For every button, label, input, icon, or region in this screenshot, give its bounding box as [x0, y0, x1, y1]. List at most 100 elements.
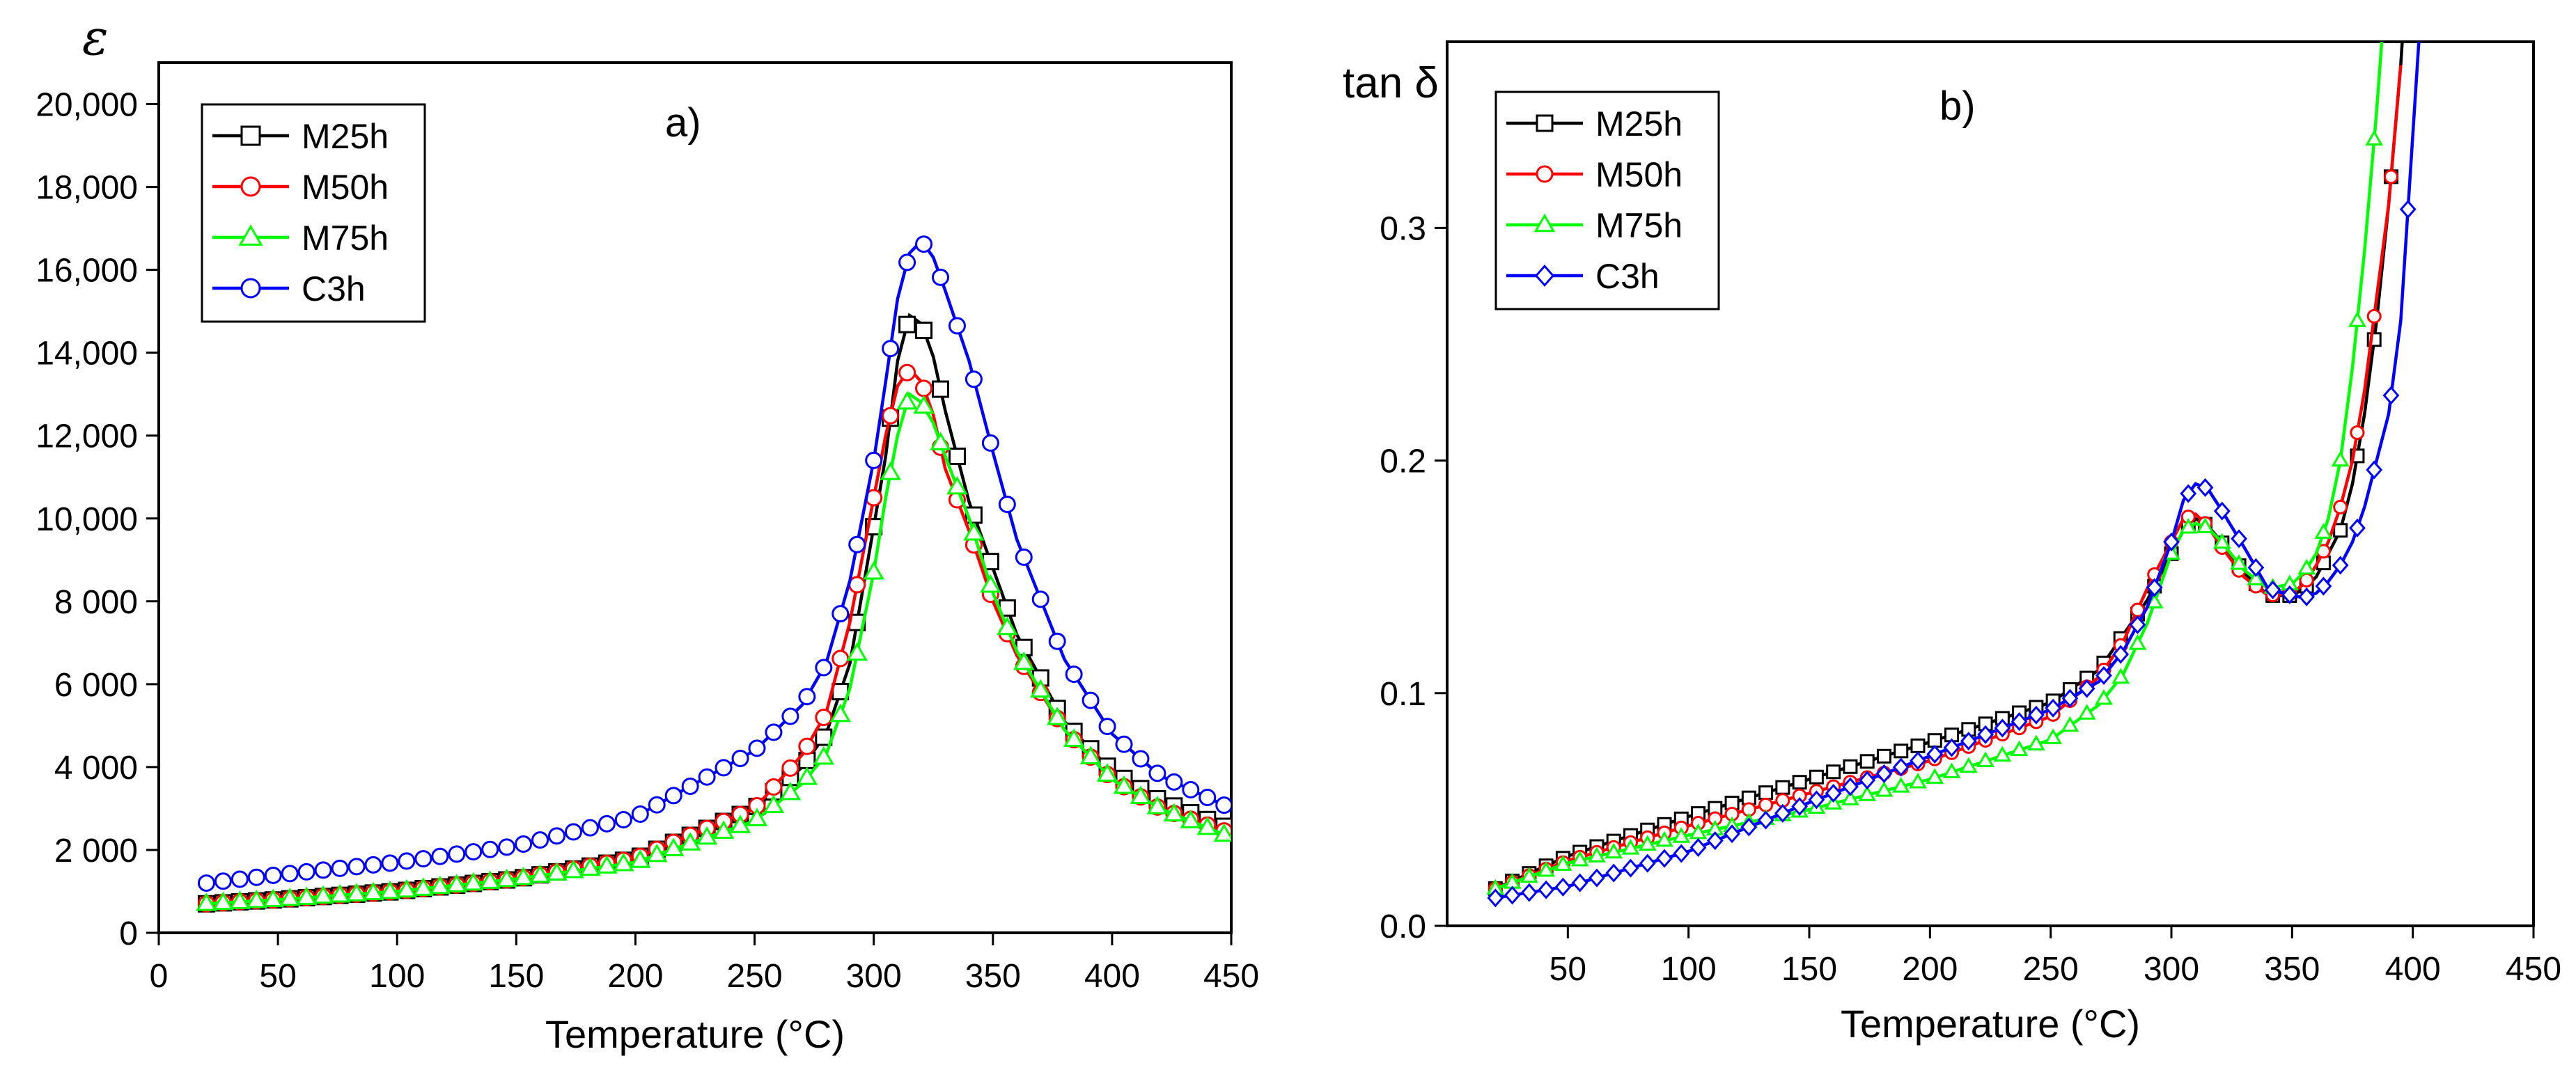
data-point-M75h	[1113, 775, 1135, 794]
data-point-C3h	[1031, 590, 1049, 608]
data-point-M75h	[345, 883, 368, 901]
data-point-C3h	[882, 340, 900, 358]
data-point-M25h	[1910, 738, 1926, 753]
legend-marker	[240, 125, 261, 146]
data-point-M75h	[846, 642, 868, 661]
data-point-M75h	[2128, 634, 2147, 650]
data-point-M25h	[1876, 748, 1891, 764]
data-point-C3h	[231, 870, 249, 888]
data-point-M75h	[1063, 728, 1085, 747]
data-point-M75h	[596, 855, 618, 874]
series-line-C3h	[206, 238, 1231, 885]
data-point-M75h	[2297, 558, 2316, 575]
data-point-M75h	[579, 857, 601, 876]
x-tick-label: 250	[2023, 951, 2079, 988]
data-point-M75h	[662, 837, 685, 857]
data-point-C3h	[832, 605, 850, 623]
data-point-M75h	[2230, 554, 2249, 570]
x-tick-label: 150	[1781, 951, 1837, 988]
data-point-C3h	[247, 868, 265, 886]
data-point-C3h	[197, 874, 215, 892]
series-M75h	[1486, 42, 2384, 895]
data-point-C3h	[2061, 688, 2079, 708]
data-point-M75h	[1180, 810, 1202, 828]
data-point-C3h	[948, 317, 966, 335]
legend-marker	[240, 278, 261, 299]
data-point-C3h	[2281, 585, 2298, 604]
y-tick-label: 0.2	[1380, 443, 1426, 480]
data-point-M75h	[646, 843, 668, 863]
data-point-C3h	[1639, 853, 1656, 873]
data-point-M75h	[1213, 823, 1231, 842]
data-point-C3h	[1706, 831, 1724, 851]
data-point-C3h	[2298, 587, 2316, 606]
legend-item-M50h: M50h	[212, 168, 389, 207]
data-point-M25h	[1792, 775, 1807, 790]
data-point-C3h	[398, 852, 416, 870]
x-tick-label: 300	[2144, 951, 2199, 988]
data-point-C3h	[364, 856, 382, 874]
data-point-M75h	[362, 881, 384, 901]
data-point-C3h	[1859, 771, 1876, 790]
data-point-C3h	[1199, 789, 1217, 807]
data-point-C3h	[1774, 803, 1791, 823]
data-point-C3h	[1065, 665, 1083, 684]
x-tick-label: 400	[2385, 951, 2441, 988]
legend-item-M25h: M25h	[212, 117, 389, 156]
data-point-C3h	[1048, 632, 1066, 650]
data-point-C3h	[1487, 888, 1504, 908]
panel-label-b: b)	[1939, 84, 1976, 129]
data-point-C3h	[915, 235, 933, 253]
data-point-C3h	[1910, 751, 1926, 771]
legend-marker	[1533, 213, 1556, 233]
data-point-M75h	[329, 883, 351, 903]
data-point-M75h	[1638, 835, 1657, 851]
legend-marker	[1536, 165, 1554, 183]
data-point-C3h	[815, 659, 833, 677]
data-point-M75h	[1891, 777, 1910, 793]
data-point-M75h	[779, 781, 802, 801]
data-point-C3h	[664, 787, 682, 805]
data-point-M75h	[880, 462, 901, 480]
data-point-M75h	[2247, 569, 2265, 585]
data-point-M25h	[1758, 785, 1774, 801]
data-point-M75h	[1875, 781, 1894, 797]
data-point-M25h	[2333, 523, 2348, 538]
data-point-M75h	[513, 866, 534, 885]
data-point-C3h	[2213, 501, 2231, 521]
data-point-M75h	[980, 574, 1001, 593]
data-point-M75h	[229, 890, 251, 909]
data-point-M50h	[898, 363, 916, 381]
data-point-M75h	[829, 703, 851, 723]
data-point-M50h	[832, 649, 850, 668]
data-point-M75h	[2061, 716, 2079, 732]
data-point-M75h	[529, 864, 551, 883]
legend-label: M50h	[302, 168, 389, 207]
data-point-M75h	[679, 832, 701, 851]
data-point-M75h	[496, 868, 517, 888]
data-point-C3h	[1892, 757, 1910, 777]
x-tick-label: 50	[259, 958, 296, 995]
series-C3h	[197, 235, 1231, 892]
data-point-C3h	[1115, 735, 1133, 753]
data-point-C3h	[1015, 548, 1033, 566]
data-point-M50h	[765, 778, 783, 796]
data-point-M75h	[479, 870, 501, 889]
data-point-M25h	[1826, 764, 1841, 780]
legend-box	[1494, 90, 1720, 310]
data-point-C3h	[564, 823, 582, 841]
data-point-C3h	[2146, 578, 2163, 597]
panel-label-a: a)	[665, 100, 701, 145]
legend-marker	[238, 224, 263, 246]
data-point-C3h	[348, 858, 366, 876]
data-point-M75h	[546, 862, 568, 881]
data-point-M75h	[263, 888, 284, 908]
data-point-C3h	[1673, 844, 1690, 863]
data-point-M75h	[1993, 746, 2012, 762]
y-tick-label: 0.1	[1380, 676, 1426, 713]
data-point-M75h	[2196, 517, 2215, 533]
data-point-C3h	[1082, 691, 1100, 709]
chart-panel-b: 50 100 150 200 250 300 350 400 450 0.0 0.1 0.2 0.3 b…	[1343, 40, 2561, 1046]
data-point-C3h	[1554, 877, 1572, 897]
data-point-M75h	[1554, 855, 1572, 871]
